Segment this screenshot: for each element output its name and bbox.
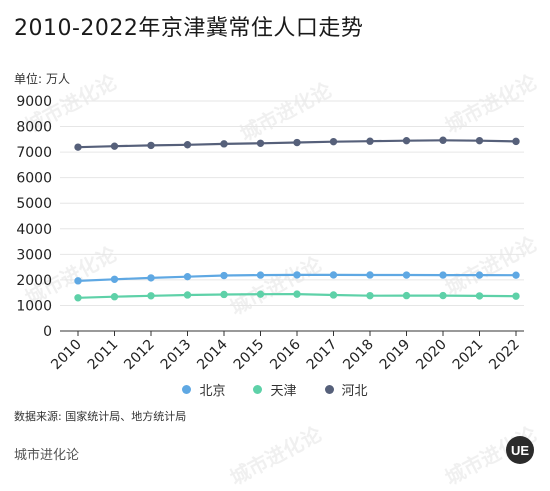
data-point xyxy=(293,138,301,147)
x-tick-label: 2019 xyxy=(377,337,414,374)
data-point xyxy=(74,277,82,285)
data-point xyxy=(147,141,155,150)
data-point xyxy=(110,275,119,283)
legend: 北京 天津 河北 xyxy=(0,380,550,399)
data-point xyxy=(220,140,228,148)
data-point xyxy=(402,271,411,279)
data-point xyxy=(512,137,520,146)
data-point xyxy=(220,271,228,280)
legend-marker xyxy=(253,385,263,394)
data-point xyxy=(220,290,228,299)
data-point xyxy=(110,142,119,150)
data-point xyxy=(256,271,265,279)
line-chart: 0 1000 2000 3000 4000 5000 6000 7000 8000 9000 201… xyxy=(16,94,524,374)
y-tick-label: 4000 xyxy=(16,222,52,238)
data-point xyxy=(293,271,301,279)
data-point xyxy=(475,271,484,279)
y-tick-label: 7000 xyxy=(16,145,52,161)
y-tick-label: 1000 xyxy=(16,298,52,314)
chart-title: 2010-2022年京津冀常住人口走势 xyxy=(14,16,364,41)
data-source: 数据来源: 国家统计局、地方统计局 xyxy=(14,410,187,423)
data-point xyxy=(512,292,520,300)
data-point xyxy=(147,292,155,300)
data-point xyxy=(74,143,82,151)
x-tick-label: 2013 xyxy=(158,337,195,374)
data-point xyxy=(439,136,447,144)
x-tick-label: 2015 xyxy=(231,337,268,374)
data-point xyxy=(475,136,484,145)
data-point xyxy=(74,294,82,302)
unit-label: 单位: 万人 xyxy=(14,70,70,87)
data-point xyxy=(183,291,192,299)
data-point xyxy=(110,293,119,301)
legend-item-hebei[interactable]: 河北 xyxy=(324,380,368,399)
brand-logo: UE xyxy=(506,436,534,464)
brand-name: 城市进化论 xyxy=(14,448,80,463)
data-point xyxy=(366,137,374,145)
y-tick-label: 6000 xyxy=(16,171,52,187)
unit-prefix: 单位: xyxy=(14,72,43,86)
data-point xyxy=(256,290,265,298)
legend-label: 河北 xyxy=(341,384,368,399)
data-point xyxy=(147,274,155,282)
legend-item-tianjin[interactable]: 天津 xyxy=(253,380,297,399)
unit-value: 万人 xyxy=(46,72,71,86)
x-tick-label: 2016 xyxy=(267,336,304,373)
legend-marker xyxy=(324,385,334,394)
data-point xyxy=(439,271,447,279)
x-tick-label: 2022 xyxy=(486,337,523,374)
x-tick-label: 2014 xyxy=(194,336,231,373)
x-tick-label: 2012 xyxy=(121,337,158,374)
data-point xyxy=(475,292,484,300)
y-tick-label: 9000 xyxy=(16,94,52,110)
data-point xyxy=(329,271,338,279)
data-point xyxy=(183,272,192,281)
y-tick-label: 2000 xyxy=(16,273,52,289)
legend-marker xyxy=(182,385,192,394)
data-point xyxy=(366,291,374,300)
x-tick-label: 2021 xyxy=(450,337,487,374)
x-tick-label: 2018 xyxy=(340,337,377,374)
legend-item-beijing[interactable]: 北京 xyxy=(182,380,225,399)
data-point xyxy=(402,136,411,145)
data-point xyxy=(329,291,338,299)
data-point xyxy=(512,271,520,279)
data-point xyxy=(183,141,192,149)
data-point xyxy=(439,291,447,300)
legend-label: 北京 xyxy=(199,384,226,399)
data-point xyxy=(402,291,411,300)
data-point xyxy=(329,137,338,146)
data-point xyxy=(256,139,265,147)
x-tick-label: 2011 xyxy=(85,337,122,374)
legend-label: 天津 xyxy=(270,384,297,399)
data-point xyxy=(293,290,301,298)
x-tick-label: 2017 xyxy=(304,337,341,374)
y-tick-label: 0 xyxy=(43,324,52,340)
y-tick-label: 3000 xyxy=(16,247,52,263)
x-tick-label: 2010 xyxy=(48,337,85,374)
data-point xyxy=(366,271,374,279)
x-tick-label: 2020 xyxy=(413,337,450,374)
y-tick-label: 5000 xyxy=(16,196,52,212)
y-tick-label: 8000 xyxy=(16,120,52,136)
